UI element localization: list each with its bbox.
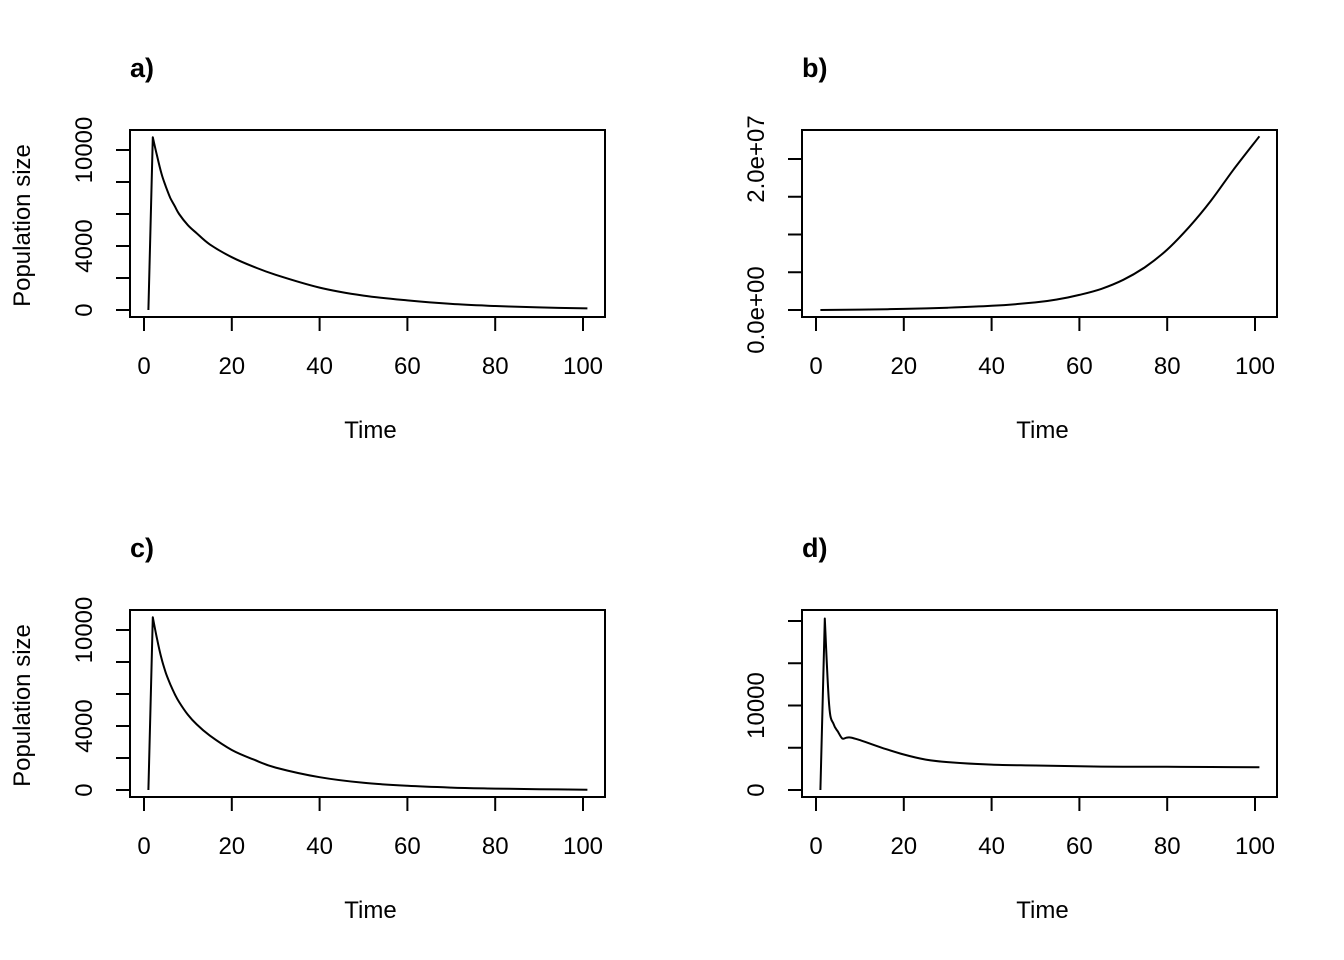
panel-a: a) 0 20 40 60 80 100 Time 0 4000 10000 Population s… [9, 53, 606, 444]
x-tick-label: 80 [1154, 833, 1181, 860]
panel-title: b) [802, 53, 827, 83]
x-tick-label: 0 [137, 353, 150, 380]
population-line [820, 135, 1261, 311]
x-tick-label: 100 [563, 833, 603, 860]
x-tick-label: 40 [978, 833, 1005, 860]
y-tick-label: 0 [743, 783, 770, 796]
x-tick-label: 80 [1154, 353, 1181, 380]
x-tick-label: 20 [890, 833, 917, 860]
x-tick-label: 60 [394, 833, 421, 860]
x-tick-label: 60 [1066, 833, 1093, 860]
x-tick-label: 40 [978, 353, 1005, 380]
plot-frame [801, 609, 1278, 798]
x-tick-label: 20 [218, 353, 245, 380]
y-axis-title: Population size [9, 624, 36, 787]
x-tick-label: 80 [482, 833, 509, 860]
x-tick-label: 40 [306, 353, 333, 380]
x-tick-label: 20 [890, 353, 917, 380]
x-tick-label: 0 [137, 833, 150, 860]
y-tick-label: 4000 [71, 219, 98, 272]
population-line [147, 136, 588, 311]
x-tick-label: 60 [1066, 353, 1093, 380]
x-tick-label: 20 [218, 833, 245, 860]
plot-frame [129, 609, 606, 798]
x-axis: 0 20 40 60 80 100 [809, 796, 1275, 860]
x-tick-label: 100 [1235, 353, 1275, 380]
population-line [819, 617, 1260, 791]
panel-title: c) [130, 533, 154, 563]
y-tick-label: 2.0e+07 [743, 115, 770, 202]
panel-b: b) 0 20 40 60 80 100 Time 0.0e+00 2.0e+07 [743, 53, 1278, 444]
population-line [147, 616, 588, 791]
panel-title: d) [802, 533, 827, 563]
y-axis-title: Population size [9, 144, 36, 307]
y-tick-label: 10000 [71, 117, 98, 184]
x-tick-label: 80 [482, 353, 509, 380]
y-axis: 0 4000 10000 [71, 117, 131, 317]
panel-c: c) 0 20 40 60 80 100 Time 0 4000 10000 Population s… [9, 533, 606, 924]
plot-frame [801, 129, 1278, 318]
x-axis-title: Time [1016, 897, 1068, 924]
panel-title: a) [130, 53, 154, 83]
y-axis: 0 4000 10000 [71, 597, 131, 797]
plot-frame [129, 129, 606, 318]
y-axis: 0 10000 [743, 620, 803, 797]
y-tick-label: 0.0e+00 [743, 266, 770, 353]
x-tick-label: 0 [809, 833, 822, 860]
y-tick-label: 0 [71, 783, 98, 796]
y-tick-label: 10000 [71, 597, 98, 664]
x-tick-label: 40 [306, 833, 333, 860]
y-tick-label: 0 [71, 303, 98, 316]
y-axis: 0.0e+00 2.0e+07 [743, 115, 803, 354]
x-tick-label: 0 [809, 353, 822, 380]
y-tick-label: 10000 [743, 672, 770, 739]
x-axis-title: Time [344, 417, 396, 444]
x-axis-title: Time [344, 897, 396, 924]
x-axis: 0 20 40 60 80 100 [137, 796, 603, 860]
panel-d: d) 0 20 40 60 80 100 Time 0 10000 [743, 533, 1278, 924]
x-axis: 0 20 40 60 80 100 [809, 316, 1275, 380]
x-axis: 0 20 40 60 80 100 [137, 316, 603, 380]
x-axis-title: Time [1016, 417, 1068, 444]
x-tick-label: 60 [394, 353, 421, 380]
x-tick-label: 100 [563, 353, 603, 380]
x-tick-label: 100 [1235, 833, 1275, 860]
y-tick-label: 4000 [71, 699, 98, 752]
